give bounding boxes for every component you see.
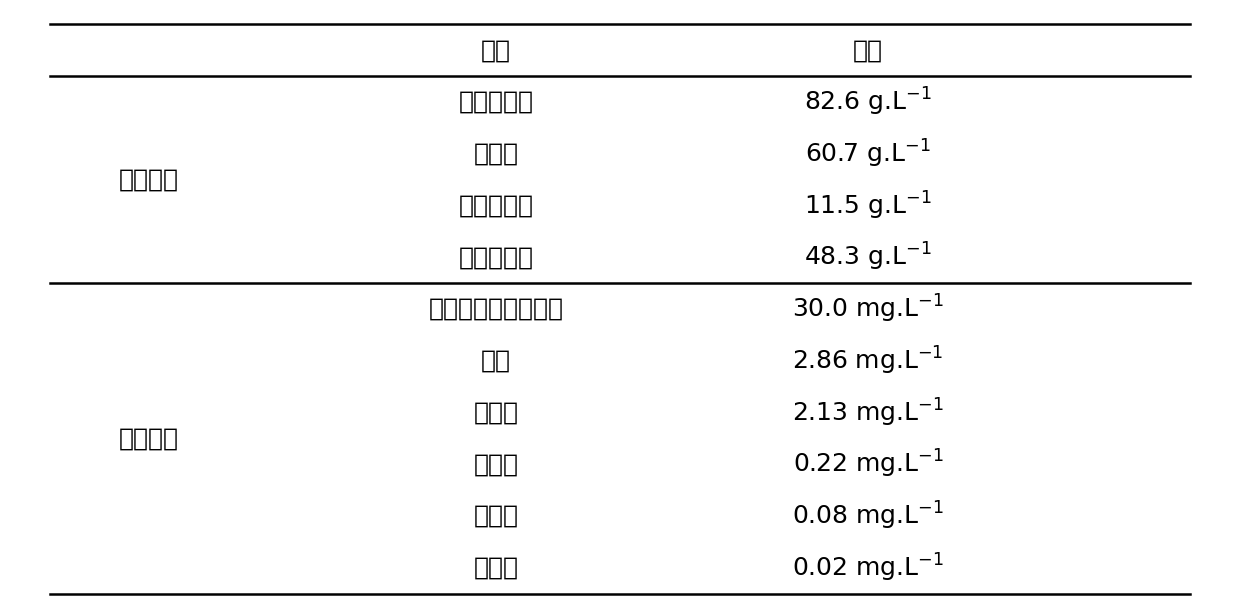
Text: 屁酸: 屁酸 [481,349,511,373]
Text: 乙二胺四乙酸二钓鑃: 乙二胺四乙酸二钓鑃 [429,297,563,321]
Text: 11.5 g.L$^{-1}$: 11.5 g.L$^{-1}$ [804,190,932,222]
Text: 30.0 mg.L$^{-1}$: 30.0 mg.L$^{-1}$ [792,293,944,325]
Text: 2.86 mg.L$^{-1}$: 2.86 mg.L$^{-1}$ [792,345,944,377]
Text: 硫酸锰: 硫酸锰 [474,400,518,425]
Text: 含量: 含量 [853,39,883,62]
Text: 微量元素: 微量元素 [119,427,179,450]
Text: 0.02 mg.L$^{-1}$: 0.02 mg.L$^{-1}$ [792,551,944,584]
Text: 82.6 g.L$^{-1}$: 82.6 g.L$^{-1}$ [804,86,932,118]
Text: 硫酸錒: 硫酸錒 [474,556,518,580]
Text: 成分: 成分 [481,39,511,62]
Text: 2.13 mg.L$^{-1}$: 2.13 mg.L$^{-1}$ [792,397,944,428]
Text: 大量元素: 大量元素 [119,168,179,192]
Text: 四水瞄酸钓: 四水瞄酸钓 [459,90,533,114]
Text: 七水硫酸镁: 七水硫酸镁 [459,245,533,269]
Text: 0.08 mg.L$^{-1}$: 0.08 mg.L$^{-1}$ [792,500,944,532]
Text: 0.22 mg.L$^{-1}$: 0.22 mg.L$^{-1}$ [792,448,944,480]
Text: 瞄酸鉄: 瞄酸鉄 [474,142,518,166]
Text: 48.3 g.L$^{-1}$: 48.3 g.L$^{-1}$ [804,241,932,274]
Text: 磷酸二氢錒: 磷酸二氢錒 [459,193,533,218]
Text: 硫酸锥: 硫酸锥 [474,452,518,476]
Text: 硫酸銅: 硫酸銅 [474,504,518,528]
Text: 60.7 g.L$^{-1}$: 60.7 g.L$^{-1}$ [805,138,931,170]
